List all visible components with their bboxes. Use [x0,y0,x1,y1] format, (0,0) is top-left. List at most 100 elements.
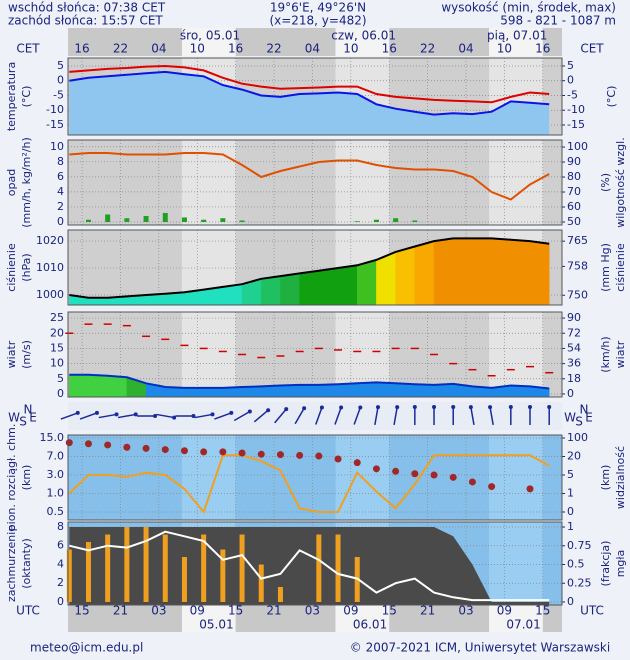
dot [104,441,112,449]
plot-frame [67,139,563,226]
y2-tick-label: 50 [567,215,581,228]
bar [85,542,91,603]
wind-arrow [98,412,119,419]
y-tick-label: 0 [57,595,64,608]
hour-label: 09 [497,604,512,618]
dot [238,449,246,457]
wind-arrow [508,405,513,425]
y2-tick-label: 1 [567,487,574,500]
arrow-head [432,405,437,409]
hour-label: 04 [458,42,473,56]
arrow-head [528,405,533,409]
area-segment [184,387,204,398]
hour-label: 03 [151,604,166,618]
hour-label: 16 [74,42,89,56]
y2-tick-label: 20 [567,450,581,463]
wind-arrow [294,406,307,425]
area-segment [318,383,339,398]
y2-tick-label: 100 [567,431,588,444]
y2-tick-label: 18 [567,372,581,385]
plot-frame [67,57,563,136]
bar [239,534,245,603]
day-label: czw, 06.01 [331,29,396,43]
y-tick-label: 15 [50,341,64,354]
area-segment [356,259,377,306]
hour-label: 03 [458,604,473,618]
wind-arrow [353,405,363,425]
bar [181,557,187,603]
y-tick-label: 0 [57,74,64,87]
day-label: 06.01 [353,618,387,632]
wind-arrow [253,408,271,423]
bar [220,218,226,222]
bar [201,534,207,603]
area-segment [414,383,435,398]
hour-label: 10 [497,42,512,56]
arrow-head [229,410,234,415]
bar [258,564,264,603]
compass-letter: N [24,403,33,417]
compass-letter: E [585,411,593,425]
elevation-title: wysokość (min, środek, max) [441,1,616,15]
line [69,70,550,116]
y-tick-label: 1010 [36,261,64,274]
dot [334,455,342,463]
dot [488,483,496,491]
hour-label: 15 [228,604,243,618]
y-axis-title: zachmurzenie [5,525,18,602]
dot [200,448,208,456]
zone-label: CET [580,42,604,56]
arrow-head [395,405,400,410]
y-tick-label: 1000 [36,288,64,301]
line [69,152,550,201]
dot [142,444,150,452]
y-tick-label: 15.0 [40,431,65,444]
y-tick-label: 10 [50,357,64,370]
area-segment [433,238,454,306]
arrow-head [210,412,215,417]
area-segment [433,383,454,398]
y-tick-label: 0.5 [47,505,65,518]
hour-label: 21 [420,604,435,618]
y2-tick-label: 80 [567,170,581,183]
night-band [235,435,336,520]
zone-label: UTC [580,604,604,618]
y2-axis-title: (km) [599,465,612,491]
bar [105,214,111,222]
dot [180,447,188,455]
area-segment [356,382,377,398]
y-tick-label: 4 [57,185,64,198]
arrow-head [284,407,289,412]
area-segment [241,386,262,398]
hour-label: 15 [74,604,89,618]
wind-arrow [528,405,533,425]
bar [181,217,187,222]
arrow-head [547,405,552,409]
compass-letter: E [29,411,37,425]
dot [296,451,304,459]
night-band [542,435,562,520]
arrow-shaft [60,412,78,420]
wind-arrow [233,409,252,422]
series [69,527,550,605]
y2-axis-title: (%) [599,173,612,192]
wind-arrow [412,405,417,425]
bar [105,534,111,603]
dot [392,467,400,475]
wind-arrow [315,405,324,425]
series [85,212,418,222]
bar [66,549,72,603]
y-tick-label: 1.0 [47,487,65,500]
y2-tick-label: 0 [567,505,574,518]
arrow-head [488,405,493,410]
arrow-shaft [334,407,342,425]
night-band [542,522,562,605]
arrow-shaft [393,407,398,425]
area-segment [280,273,300,306]
y-tick-label: 0 [57,387,64,400]
dot [84,440,92,448]
bar [239,220,245,222]
y-tick-label: 3.0 [47,468,65,481]
hour-label: 21 [266,604,281,618]
